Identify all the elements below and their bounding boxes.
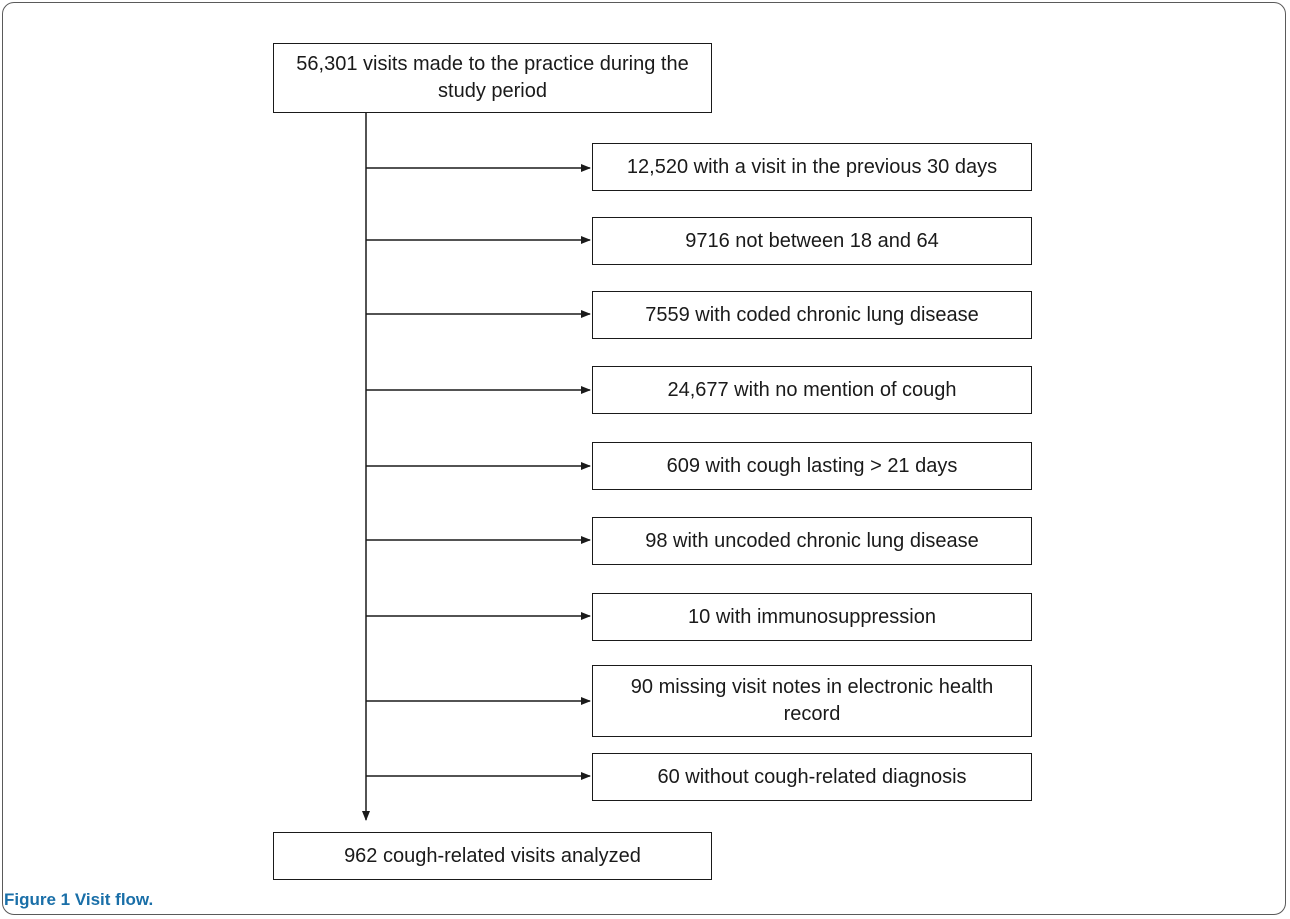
exclusion-box-text: 98 with uncoded chronic lung disease xyxy=(645,529,979,552)
end-box-text: 962 cough-related visits analyzed xyxy=(344,844,641,867)
exclusion-box-text: 24,677 with no mention of cough xyxy=(667,378,957,401)
exclusion-box: 10 with immunosuppression xyxy=(592,593,1032,641)
start-box: 56,301 visits made to the practice durin… xyxy=(273,43,712,113)
figure-caption: Figure 1 Visit flow. xyxy=(4,890,153,910)
exclusion-box-text: 12,520 with a visit in the previous 30 d… xyxy=(626,155,998,178)
exclusion-box-text: 90 missing visit notes in electronic hea… xyxy=(630,676,994,725)
exclusion-box: 609 with cough lasting > 21 days xyxy=(592,442,1032,490)
exclusion-box: 7559 with coded chronic lung disease xyxy=(592,291,1032,339)
exclusion-box: 12,520 with a visit in the previous 30 d… xyxy=(592,143,1032,191)
exclusion-box-text: 609 with cough lasting > 21 days xyxy=(666,454,958,477)
exclusion-box: 24,677 with no mention of cough xyxy=(592,366,1032,414)
exclusion-box-text: 9716 not between 18 and 64 xyxy=(685,229,939,252)
exclusion-box-text: 7559 with coded chronic lung disease xyxy=(645,303,979,326)
exclusion-box: 9716 not between 18 and 64 xyxy=(592,217,1032,265)
exclusion-box-text: 60 without cough-related diagnosis xyxy=(657,765,967,788)
start-box-text: 56,301 visits made to the practice durin… xyxy=(296,53,689,102)
end-box: 962 cough-related visits analyzed xyxy=(273,832,712,880)
exclusion-box: 90 missing visit notes in electronic hea… xyxy=(592,665,1032,737)
exclusion-box: 98 with uncoded chronic lung disease xyxy=(592,517,1032,565)
exclusion-box: 60 without cough-related diagnosis xyxy=(592,753,1032,801)
figure-caption-label: Figure 1 Visit flow. xyxy=(4,890,154,909)
branch-arrows xyxy=(366,164,591,780)
exclusion-box-text: 10 with immunosuppression xyxy=(688,605,936,628)
